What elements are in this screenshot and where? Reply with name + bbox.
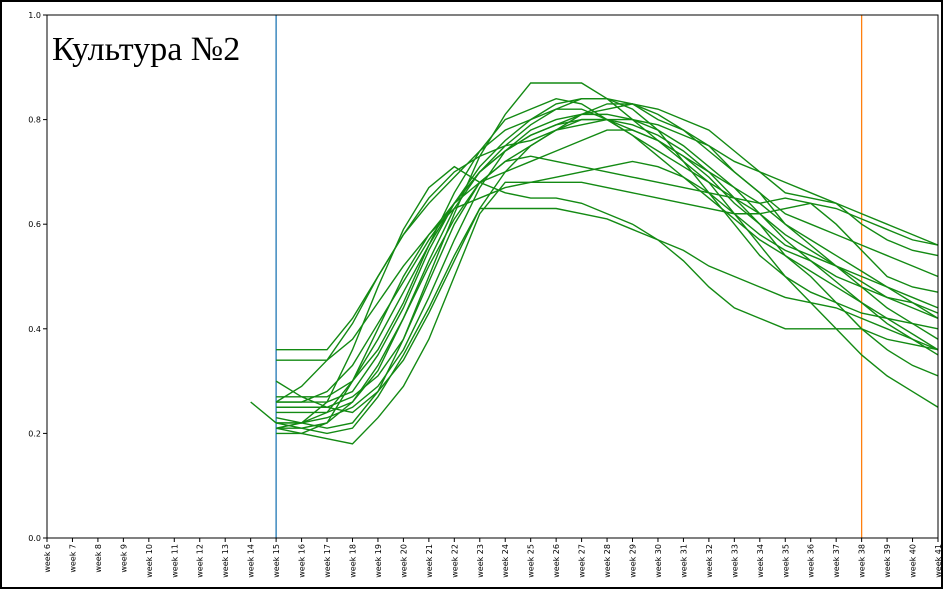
- x-tick-label: week 33: [730, 544, 739, 578]
- x-tick-label: week 12: [196, 544, 205, 578]
- x-tick-label: week 22: [450, 544, 459, 578]
- x-tick-label: week 26: [552, 544, 561, 578]
- annotation-box: [48, 16, 270, 72]
- y-tick-label: 0.8: [28, 116, 41, 125]
- x-tick-label: week 7: [68, 544, 77, 573]
- series-line: [275, 118, 939, 414]
- x-tick-label: week 11: [170, 544, 179, 578]
- x-tick-label: week 15: [272, 544, 281, 578]
- x-tick-label: week 24: [501, 544, 510, 578]
- series-line: [276, 129, 939, 408]
- series-line: [275, 165, 939, 429]
- x-tick-label: week 23: [476, 544, 485, 578]
- x-tick-label: week 17: [323, 544, 332, 578]
- series-line: [276, 103, 939, 361]
- x-tick-label: week 14: [247, 544, 256, 578]
- x-tick-label: week 37: [832, 544, 841, 578]
- y-tick-label: 0.4: [28, 325, 41, 334]
- x-tick-label: week 39: [883, 544, 892, 578]
- x-tick-label: week 28: [603, 544, 612, 578]
- x-tick-label: week 18: [348, 544, 357, 578]
- x-tick-label: week 38: [858, 544, 867, 578]
- annotation: Культура №2: [52, 31, 240, 68]
- y-tick-label: 0.0: [28, 534, 41, 543]
- x-tick-label: week 21: [425, 544, 434, 578]
- y-tick-label: 1.0: [28, 11, 41, 20]
- x-tick-label: week 9: [119, 544, 128, 573]
- x-tick-label: week 34: [756, 544, 765, 578]
- x-tick-label: week 30: [654, 544, 663, 578]
- plot-frame: [46, 14, 939, 539]
- series-line: [276, 160, 939, 424]
- x-tick-label: week 19: [374, 544, 383, 578]
- series-line: [276, 207, 939, 435]
- x-tick-label: week 41: [934, 544, 943, 578]
- series-line: [276, 155, 939, 435]
- y-tick-label: 0.2: [28, 429, 41, 438]
- x-tick-label: week 20: [399, 544, 408, 578]
- x-tick-label: week 13: [221, 544, 230, 578]
- x-tick-label: week 29: [629, 544, 638, 578]
- x-tick-label: week 32: [705, 544, 714, 578]
- y-tick-label: 0.6: [28, 220, 41, 229]
- x-tick-label: week 16: [298, 544, 307, 578]
- x-tick-label: week 6: [43, 544, 52, 573]
- series-line: [275, 97, 939, 403]
- x-tick-label: week 40: [909, 544, 918, 578]
- x-tick-label: week 8: [94, 544, 103, 573]
- x-tick-label: week 10: [145, 544, 154, 578]
- x-tick-label: week 25: [527, 544, 536, 578]
- x-tick-label: week 27: [578, 544, 587, 578]
- series-line: [275, 181, 939, 445]
- series-line: [276, 103, 939, 403]
- x-tick-label: week 36: [807, 544, 816, 578]
- x-tick-label: week 35: [781, 544, 790, 578]
- x-tick-label: week 31: [679, 544, 688, 578]
